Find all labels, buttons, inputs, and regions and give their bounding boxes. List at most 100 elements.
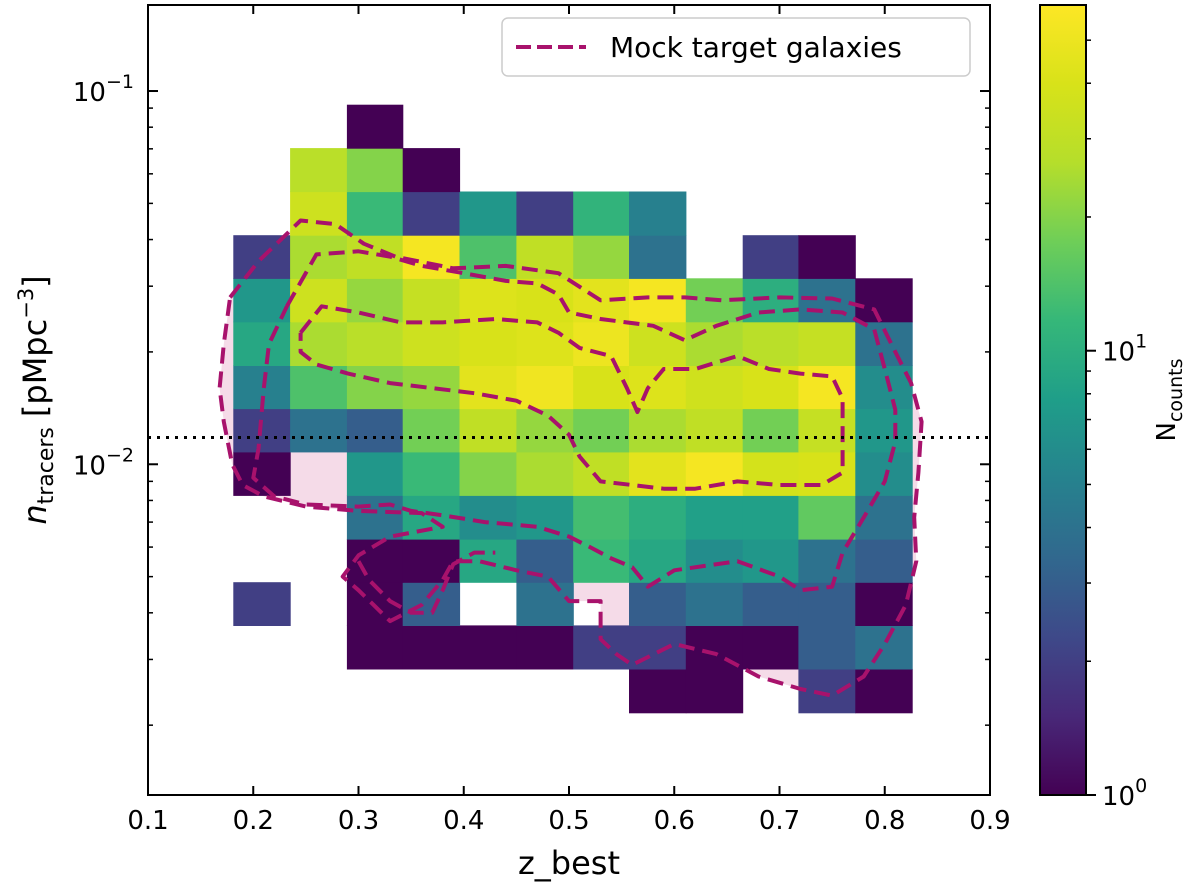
x-tick-label: 0.4 (443, 806, 484, 836)
heatmap-cell (685, 538, 744, 583)
x-tick-label: 0.6 (654, 806, 695, 836)
y-axis-title: ntracers [pMpc−3] (14, 275, 59, 524)
heatmap-cell (516, 278, 574, 323)
legend-label: Mock target galaxies (610, 31, 902, 64)
heatmap-cell (516, 625, 574, 670)
heatmap-cell (459, 408, 517, 453)
plot-area: 0.1 0.2 0.3 0.4 0.5 0.6 0.7 0.8 0.9 10−1 10−2 (73, 4, 1011, 836)
heatmap-cell (516, 365, 574, 410)
heatmap-cell (290, 191, 348, 236)
heatmap-cell (573, 625, 630, 670)
heatmap-cell (855, 278, 913, 323)
y-axis-title-unit: [pMpc (16, 319, 54, 417)
x-tick-label: 0.5 (548, 806, 589, 836)
heatmap-cell (798, 668, 856, 714)
heatmap-cell (516, 582, 574, 626)
heatmap-cell (516, 495, 574, 540)
heatmap-cell (516, 451, 574, 496)
heatmap-cell (459, 191, 517, 236)
heatmap-cell (402, 538, 461, 583)
heatmap-cell (742, 321, 800, 366)
heatmap-cell (346, 148, 404, 193)
heatmap-cell (685, 408, 744, 453)
heatmap-cell (402, 148, 461, 193)
heatmap-cell (629, 451, 687, 496)
heatmap-cell (742, 625, 800, 670)
colorbar-title-main: N (1152, 422, 1182, 441)
heatmap-cell (290, 408, 348, 453)
heatmap-cell (459, 278, 517, 323)
y-tick-label: 10−1 (73, 71, 134, 108)
heatmap-cell (290, 321, 348, 366)
heatmap-cell (685, 495, 744, 540)
heatmap-cell (459, 365, 517, 410)
heatmap-cell (798, 235, 856, 279)
heatmap-cell (798, 365, 856, 410)
heatmap-cell (855, 625, 913, 670)
heatmap-cell (685, 668, 744, 714)
heatmap-cell (402, 278, 461, 323)
x-axis-ticks: 0.1 0.2 0.3 0.4 0.5 0.6 0.7 0.8 0.9 (127, 5, 1011, 836)
colorbar-ticks: 100 101 (1086, 39, 1147, 812)
heatmap-layer (233, 104, 913, 714)
heatmap-cell (798, 495, 856, 540)
heatmap-cell (402, 451, 461, 496)
heatmap-cell (459, 451, 517, 496)
heatmap-cell (516, 538, 574, 583)
heatmap-cell (629, 495, 687, 540)
heatmap-cell (402, 321, 461, 366)
heatmap-cell (629, 668, 687, 714)
heatmap-cell (742, 495, 800, 540)
y-axis-ticks: 10−1 10−2 (73, 71, 990, 726)
x-tick-label: 0.1 (127, 806, 168, 836)
heatmap-cell (629, 191, 687, 236)
heatmap-cell (742, 408, 800, 453)
heatmap-cell (233, 582, 291, 626)
heatmap-cell (629, 365, 687, 410)
heatmap-cell (516, 321, 574, 366)
heatmap-cell (516, 235, 574, 279)
x-tick-label: 0.9 (969, 806, 1010, 836)
heatmap-cell (459, 235, 517, 279)
heatmap-cell (573, 408, 630, 453)
heatmap-cell (798, 451, 856, 496)
contour-line-lower-left (356, 550, 496, 615)
heatmap-cell (855, 582, 913, 626)
heatmap-cell (346, 408, 404, 453)
heatmap-cell (798, 625, 856, 670)
x-tick-label: 0.3 (338, 806, 379, 836)
heatmap-cell (573, 235, 630, 279)
heatmap-cell (459, 625, 517, 670)
contour-line-inner (298, 304, 845, 491)
heatmap-cell (629, 582, 687, 626)
heatmap-cell (855, 408, 913, 453)
heatmap-cell (459, 495, 517, 540)
colorbar-tick-label: 100 (1102, 775, 1147, 812)
heatmap-cell (346, 625, 404, 670)
heatmap-cell (402, 625, 461, 670)
heatmap-cell (629, 278, 687, 323)
colorbar-gradient (1039, 4, 1087, 796)
heatmap-cell (233, 321, 291, 366)
heatmap-cell (798, 321, 856, 366)
heatmap-cell (855, 538, 913, 583)
heatmap-cell (855, 365, 913, 410)
y-axis-title-main: n (16, 504, 54, 524)
heatmap-cell (742, 278, 800, 323)
x-tick-label: 0.2 (233, 806, 274, 836)
heatmap-cell (290, 365, 348, 410)
heatmap-cell (346, 278, 404, 323)
heatmap-cell (742, 582, 800, 626)
heatmap-cell (742, 235, 800, 279)
heatmap-cell (685, 582, 744, 626)
heatmap-cell (290, 235, 348, 279)
heatmap-cell (346, 321, 404, 366)
colorbar-title: Ncounts (1152, 359, 1187, 442)
x-tick-label: 0.7 (759, 806, 800, 836)
colorbar-tick-label: 101 (1102, 331, 1147, 368)
heatmap-cell (346, 451, 404, 496)
x-axis-title: z_best (518, 844, 620, 882)
heatmap-cell (346, 495, 404, 540)
heatmap-cell (402, 582, 461, 626)
heatmap-cell (573, 365, 630, 410)
